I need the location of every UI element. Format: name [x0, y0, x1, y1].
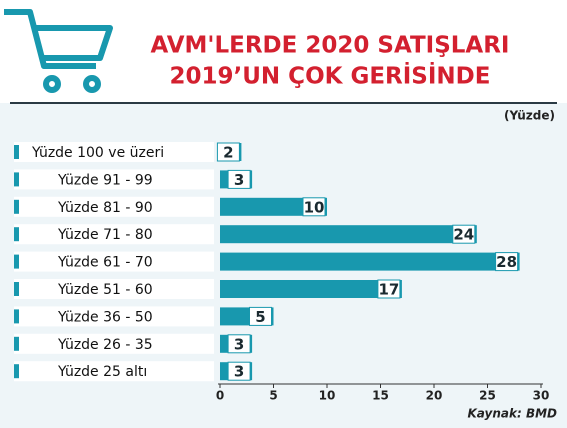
y-tick-label: Yüzde 91 - 99: [57, 172, 153, 188]
value-label: 3: [234, 363, 244, 381]
row-label-background: [14, 169, 214, 190]
row-label-background: [14, 196, 214, 217]
y-tick-label: Yüzde 71 - 80: [57, 227, 153, 243]
row-label-background: [14, 361, 214, 382]
value-label-box: [216, 142, 240, 162]
cart-icon: [4, 9, 113, 93]
bar: [220, 197, 327, 216]
row-label-background: [14, 142, 214, 162]
value-label-box: [302, 197, 326, 217]
row-marker: [14, 309, 19, 324]
value-label-box: [227, 334, 251, 354]
x-tick-label: 5: [269, 389, 277, 403]
value-label: 17: [378, 281, 399, 299]
bar: [220, 280, 402, 298]
value-label-box: [495, 252, 519, 272]
bar: [220, 225, 477, 244]
value-label: 28: [496, 253, 517, 271]
x-tick-label: 20: [426, 389, 443, 403]
x-tick-label: 15: [372, 389, 389, 403]
value-label: 24: [453, 226, 474, 244]
value-label-box: [377, 279, 401, 299]
row-marker: [14, 145, 19, 159]
unit-label: (Yüzde): [504, 109, 555, 123]
y-tick-label: Yüzde 36 - 50: [57, 309, 153, 325]
y-tick-label: Yüzde 51 - 60: [57, 282, 153, 298]
x-tick-label: 10: [319, 389, 336, 403]
chart-title-line: AVM'LERDE 2020 SATIŞLARI: [151, 33, 510, 59]
row-label-background: [14, 306, 214, 327]
x-tick-label: 30: [533, 389, 550, 403]
row-marker: [14, 336, 19, 351]
row-marker: [14, 364, 19, 379]
y-tick-label: Yüzde 26 - 35: [57, 337, 153, 353]
row-label-background: [14, 251, 214, 272]
x-tick-label: 0: [216, 389, 224, 403]
value-label: 3: [234, 335, 244, 353]
value-label-box: [227, 361, 251, 381]
value-label-box: [249, 306, 272, 326]
row-marker: [14, 199, 19, 214]
row-label-background: [14, 279, 214, 299]
row-marker: [14, 282, 19, 296]
value-label: 3: [234, 171, 244, 189]
value-label: 10: [304, 198, 325, 216]
row-marker: [14, 172, 19, 187]
y-tick-label: Yüzde 81 - 90: [57, 200, 153, 216]
y-tick-label: Yüzde 61 - 70: [57, 255, 153, 271]
value-label: 5: [255, 308, 265, 326]
y-tick-label: Yüzde 25 altı: [57, 364, 147, 380]
y-tick-label: Yüzde 100 ve üzeri: [31, 145, 164, 161]
chart-title-line: 2019’UN ÇOK GERİSİNDE: [170, 62, 491, 90]
value-label-box: [227, 169, 251, 189]
row-marker: [14, 254, 19, 269]
bar: [220, 252, 520, 271]
value-label: 2: [223, 144, 233, 162]
row-label-background: [14, 333, 214, 354]
row-marker: [14, 227, 19, 242]
x-tick-label: 25: [479, 389, 496, 403]
value-label-box: [452, 224, 476, 244]
row-label-background: [14, 224, 214, 245]
source: Kaynak: BMD: [468, 407, 558, 421]
header-background: [0, 0, 567, 103]
